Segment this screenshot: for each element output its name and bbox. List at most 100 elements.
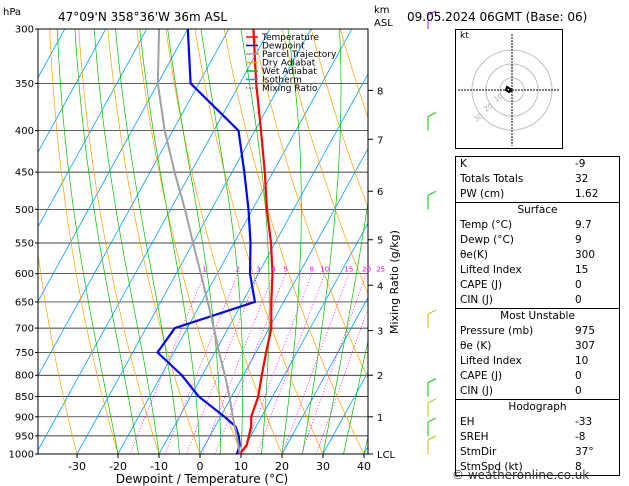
- wet-adiabat: [343, 339, 368, 454]
- pressure-tick-label: 400: [15, 126, 34, 137]
- stat-row: Pressure (mb) 975: [456, 324, 619, 339]
- legend-label: Dewpoint: [262, 42, 305, 52]
- mixing-ratio-label: 4: [271, 266, 276, 274]
- most-unstable-title: Most Unstable: [456, 308, 619, 324]
- stat-label: PW (cm): [460, 188, 505, 200]
- mixing-ratio-line: [315, 307, 368, 454]
- dry-adiabat: [281, 29, 368, 295]
- legend-label: Temperature: [261, 33, 319, 43]
- isotherm-line: [38, 29, 107, 154]
- stat-value: 15: [575, 264, 589, 276]
- wet-adiabat: [200, 29, 244, 454]
- stat-label: Totals Totals: [460, 173, 524, 185]
- stat-row: θe(K) 300: [456, 248, 619, 263]
- series-lines: [156, 29, 274, 454]
- mixing-ratio-label: 8: [310, 266, 314, 274]
- hpa-label: hPa: [3, 7, 21, 18]
- pressure-tick-label: 650: [15, 297, 34, 308]
- stat-row: θe (K) 307: [456, 339, 619, 354]
- mixing-ratio-line: [256, 273, 326, 454]
- pressure-tick-label: 600: [15, 269, 34, 280]
- temperature-tick-label: -20: [109, 460, 127, 473]
- stat-label: Dewp (°C): [460, 234, 514, 246]
- mixing-ratio-label: 15: [344, 266, 353, 274]
- mixing-ratio-line: [202, 273, 274, 454]
- mixing-ratio-line: [242, 273, 313, 454]
- dry-adiabat: [38, 251, 78, 454]
- wind-barb-flag: [427, 417, 437, 423]
- stat-label: CIN (J): [460, 385, 493, 397]
- stat-row: Temp (°C) 9.7: [456, 218, 619, 233]
- mixing-ratio-label: 10: [320, 266, 329, 274]
- pressure-tick-label: 500: [15, 205, 34, 216]
- km-tick-label: 8: [377, 86, 383, 97]
- stat-label: Lifted Index: [460, 264, 522, 276]
- date-title: 09.05.2024 06GMT (Base: 06): [407, 10, 587, 24]
- stat-value: 975: [575, 325, 596, 337]
- stat-label: CIN (J): [460, 294, 493, 306]
- stat-label: θe(K): [460, 249, 488, 261]
- temperature-tick-label: 40: [357, 460, 371, 473]
- pressure-tick-label: 550: [15, 238, 34, 249]
- dry-adiabat: [165, 29, 283, 454]
- stat-label: StmSpd (kt): [460, 461, 523, 473]
- wet-adiabat: [93, 29, 160, 454]
- dry-adiabat: [78, 29, 160, 454]
- wind-barb-flag: [427, 435, 437, 441]
- pressure-tick-label: 450: [15, 168, 34, 179]
- legend-label: Dry Adiabat: [262, 59, 316, 69]
- stat-value: 37°: [575, 446, 594, 458]
- stat-value: 1.62: [575, 188, 599, 200]
- temperature-tick-label: -10: [150, 460, 168, 473]
- stat-row: StmSpd (kt) 8: [456, 460, 619, 475]
- km-tick-label: LCL: [377, 450, 396, 461]
- y2-axis-title: Mixing Ratio (g/kg): [388, 230, 401, 334]
- hodo-trace: [504, 85, 513, 94]
- isotherm-line: [281, 296, 368, 454]
- pressure-tick-label: 700: [15, 324, 34, 335]
- stat-value: 0: [575, 370, 582, 382]
- stat-value: -33: [575, 416, 593, 428]
- mixing-ratio-line: [186, 273, 259, 454]
- stat-label: K: [460, 158, 467, 170]
- location-title: 47°09'N 358°36'W 36m ASL: [58, 10, 227, 24]
- wind-barb-flag: [427, 309, 437, 315]
- stat-label: CAPE (J): [460, 279, 503, 291]
- stat-label: Lifted Index: [460, 355, 522, 367]
- stability-panel: K -9 Totals Totals 32 PW (cm) 1.62 Surface …: [455, 156, 620, 476]
- stat-value: 307: [575, 340, 596, 352]
- dry-adiabat: [310, 29, 368, 209]
- series-dewpoint: [156, 29, 257, 454]
- wet-adiabat: [281, 29, 302, 454]
- stat-row: Lifted Index 10: [456, 354, 619, 369]
- stat-label: Pressure (mb): [460, 325, 534, 337]
- km-tick-label: 7: [377, 135, 383, 146]
- wet-adiabat: [115, 29, 180, 454]
- stat-row: CIN (J) 0: [456, 293, 619, 308]
- isotherm-line: [158, 73, 368, 454]
- wet-adiabat: [302, 29, 342, 454]
- wet-adiabat: [74, 29, 139, 454]
- stat-label: StmDir: [460, 446, 497, 458]
- stat-value: -9: [575, 158, 586, 170]
- km-tick-label: 1: [377, 413, 383, 424]
- km-tick-label: 5: [377, 236, 383, 247]
- pressure-tick-label: 750: [15, 348, 34, 359]
- stat-value: 9.7: [575, 219, 592, 231]
- stat-label: θe (K): [460, 340, 492, 352]
- stat-row: StmDir 37°: [456, 445, 619, 460]
- stat-value: 0: [575, 385, 582, 397]
- km-tick-label: 3: [377, 327, 383, 338]
- mixing-ratio-label: 5: [283, 266, 287, 274]
- pressure-tick-label: 950: [15, 431, 34, 442]
- isotherm-line: [240, 222, 368, 454]
- wind-barbs: [427, 10, 437, 454]
- pressure-tick-label: 300: [15, 25, 34, 36]
- axis-labels: 1 2 3 4 5 8 10 15 20 2530035040045050055060065070…: [9, 25, 396, 474]
- dry-adiabat: [136, 29, 242, 454]
- stat-row: K -9: [456, 157, 619, 172]
- wind-barb-flag: [427, 190, 437, 196]
- wind-barb-flag: [427, 112, 437, 117]
- stat-row: CAPE (J) 0: [456, 369, 619, 384]
- hodograph-title: Hodograph: [456, 399, 619, 415]
